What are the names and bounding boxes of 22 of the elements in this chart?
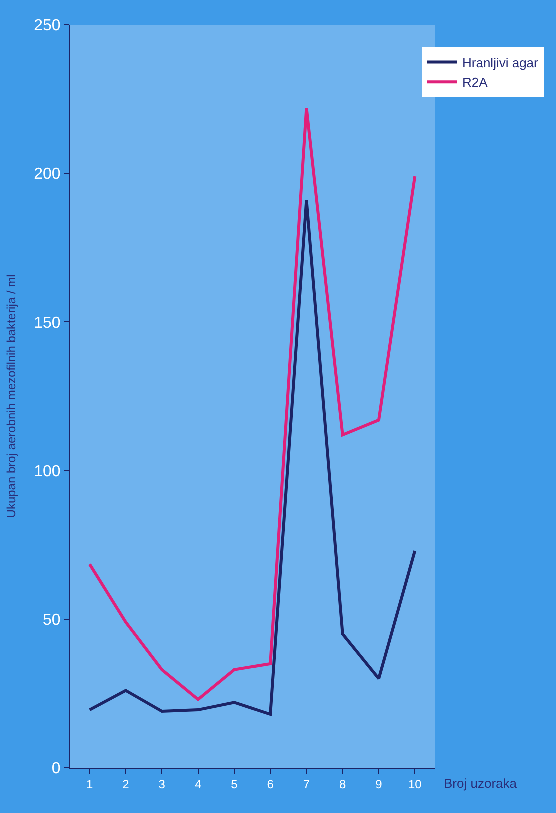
y-tick-label: 50 bbox=[43, 612, 61, 629]
x-tick-label: 9 bbox=[376, 777, 383, 792]
legend-label: R2A bbox=[462, 75, 488, 90]
x-tick-label: 4 bbox=[194, 777, 202, 792]
x-tick-label: 6 bbox=[267, 777, 274, 792]
y-axis-title: Ukupan broj aerobnih mezofilnih bakterija / ml bbox=[4, 274, 18, 518]
x-tick-label: 10 bbox=[408, 777, 422, 792]
y-tick-label: 200 bbox=[34, 166, 61, 184]
x-tick-label: 5 bbox=[231, 777, 238, 792]
y-tick-label: 100 bbox=[34, 463, 61, 480]
x-tick-label: 3 bbox=[158, 777, 166, 792]
x-tick-label: 8 bbox=[340, 777, 347, 792]
legend-label: Hranljivi agar bbox=[462, 55, 540, 70]
y-tick-label: 250 bbox=[34, 18, 61, 35]
y-tick-label: 150 bbox=[34, 314, 61, 332]
x-tick-label: 7 bbox=[303, 777, 310, 792]
x-tick-label: 1 bbox=[86, 777, 94, 792]
y-tick-label: 0 bbox=[52, 760, 61, 778]
x-axis-title: Broj uzoraka bbox=[444, 776, 518, 791]
line-series bbox=[88, 198, 417, 716]
x-tick-label: 2 bbox=[122, 777, 130, 792]
line-series bbox=[88, 106, 417, 702]
